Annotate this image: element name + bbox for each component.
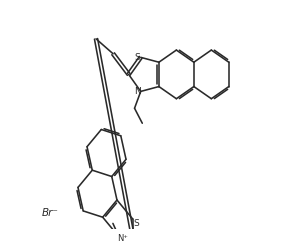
Text: S: S [134,219,139,228]
Text: S: S [135,53,141,62]
Text: Br⁻: Br⁻ [42,208,59,218]
Text: N: N [134,87,141,96]
Text: N⁺: N⁺ [117,234,128,243]
